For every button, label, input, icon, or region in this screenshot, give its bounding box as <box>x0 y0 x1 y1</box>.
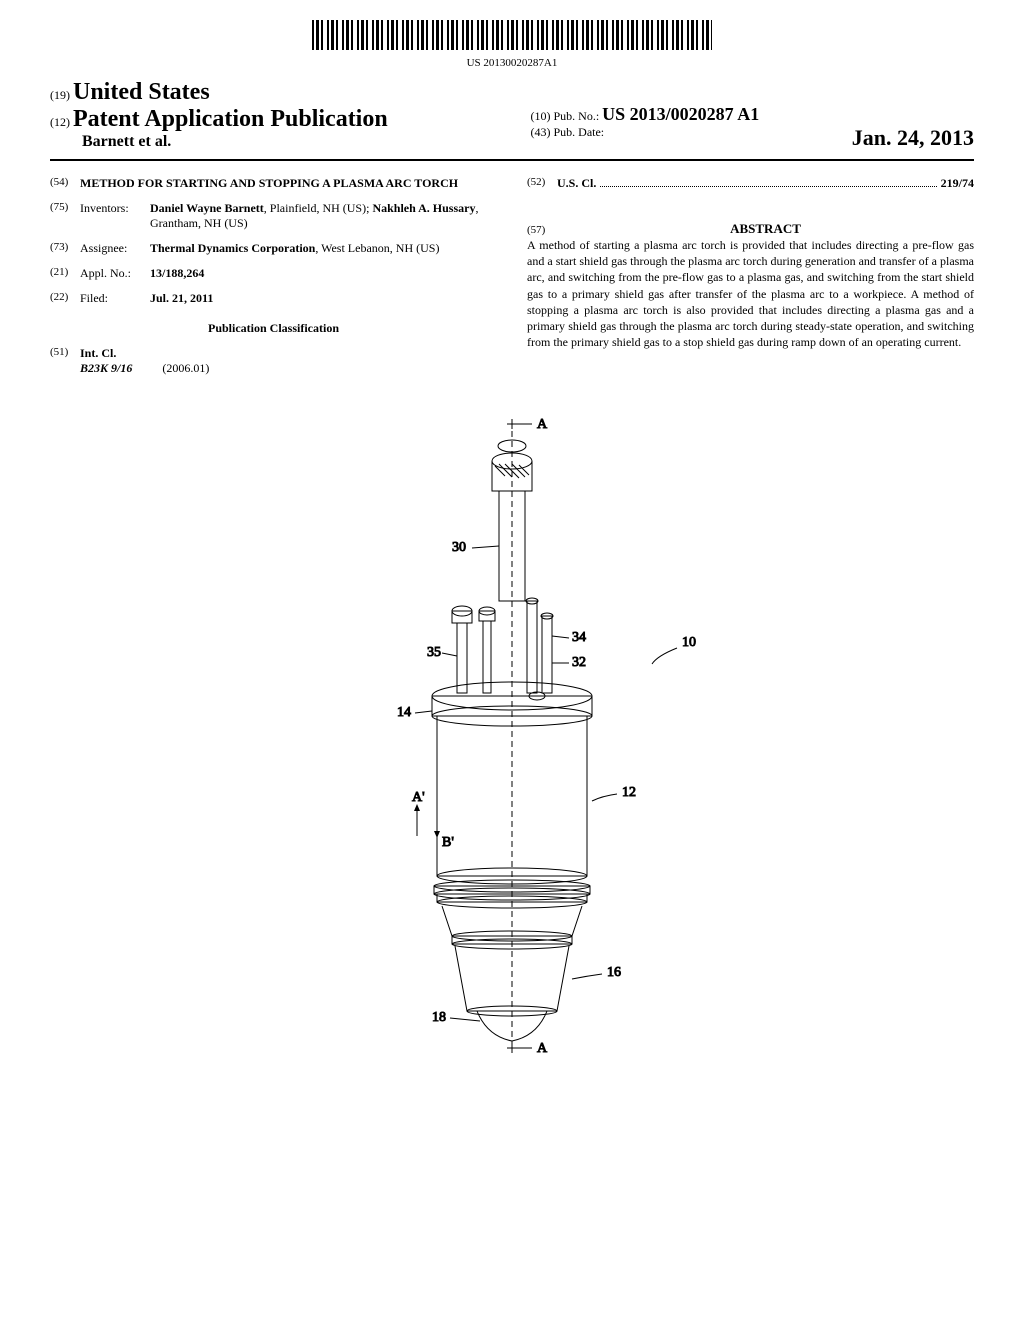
label-35: 35 <box>427 645 441 660</box>
appl-field: (21) Appl. No.: 13/188,264 <box>50 266 497 281</box>
intcl-num: (51) <box>50 346 80 376</box>
torch-drawing: A 30 35 <box>237 416 787 1056</box>
abstract-heading: ABSTRACT <box>557 221 974 237</box>
label-A-top: A <box>537 417 548 432</box>
document-header: (19) United States (12) Patent Applicati… <box>50 79 974 151</box>
label-12: 12 <box>622 785 636 800</box>
content-columns: (54) METHOD FOR STARTING AND STOPPING A … <box>50 176 974 386</box>
assignee-num: (73) <box>50 241 80 256</box>
filed-field: (22) Filed: Jul. 21, 2011 <box>50 291 497 306</box>
pub-date-line: (43) Pub. Date: Jan. 24, 2013 <box>530 125 974 140</box>
barcode-area: US 20130020287A1 <box>50 20 974 69</box>
label-B-prime: B' <box>442 835 454 850</box>
filed-num: (22) <box>50 291 80 306</box>
inventors-value: Daniel Wayne Barnett, Plainfield, NH (US… <box>150 201 497 231</box>
left-column: (54) METHOD FOR STARTING AND STOPPING A … <box>50 176 497 386</box>
intcl-label: Int. Cl. <box>80 346 497 361</box>
appl-label: Appl. No.: <box>80 266 150 281</box>
pub-no-prefix: (10) <box>530 109 550 123</box>
assignee-field: (73) Assignee: Thermal Dynamics Corporat… <box>50 241 497 256</box>
header-left: (19) United States (12) Patent Applicati… <box>50 79 494 151</box>
label-10: 10 <box>682 635 696 650</box>
assignee-name: Thermal Dynamics Corporation <box>150 241 315 255</box>
country-prefix: (19) <box>50 88 70 102</box>
label-34: 34 <box>572 630 586 645</box>
right-column: (52) U.S. Cl. 219/74 (57) ABSTRACT A met… <box>527 176 974 386</box>
pub-no-line: (10) Pub. No.: US 2013/0020287 A1 <box>530 104 974 125</box>
patent-figure: A 30 35 <box>50 416 974 1061</box>
header-right: (10) Pub. No.: US 2013/0020287 A1 (43) P… <box>530 104 974 151</box>
pub-no-value: US 2013/0020287 A1 <box>602 104 759 124</box>
uscl-value: 219/74 <box>941 176 974 191</box>
barcode-graphic <box>312 20 712 50</box>
pub-date-label: Pub. Date: <box>553 125 604 139</box>
uscl-dots <box>600 177 936 187</box>
filed-label: Filed: <box>80 291 150 306</box>
abstract-num: (57) <box>527 224 557 236</box>
pub-class-heading: Publication Classification <box>50 321 497 336</box>
label-32: 32 <box>572 655 586 670</box>
pub-date-prefix: (43) <box>530 125 550 139</box>
intcl-year: (2006.01) <box>162 361 209 375</box>
inventors-label: Inventors: <box>80 201 150 231</box>
authors-line: Barnett et al. <box>82 133 494 151</box>
uscl-field: (52) U.S. Cl. 219/74 <box>527 176 974 191</box>
appl-num: (21) <box>50 266 80 281</box>
filed-value: Jul. 21, 2011 <box>150 291 497 306</box>
pub-type-line: (12) Patent Application Publication <box>50 106 494 133</box>
pub-date-value: Jan. 24, 2013 <box>852 125 974 151</box>
title-text: METHOD FOR STARTING AND STOPPING A PLASM… <box>80 176 497 191</box>
intcl-value: Int. Cl. B23K 9/16 (2006.01) <box>80 346 497 376</box>
pub-no-label: Pub. No.: <box>553 109 599 123</box>
assignee-label: Assignee: <box>80 241 150 256</box>
label-16: 16 <box>607 965 621 980</box>
assignee-loc: , West Lebanon, NH (US) <box>315 241 439 255</box>
inventor1-loc: , Plainfield, NH (US); <box>264 201 373 215</box>
country-name: United States <box>73 79 210 105</box>
header-divider <box>50 159 974 161</box>
title-num: (54) <box>50 176 80 191</box>
appl-value: 13/188,264 <box>150 266 497 281</box>
pub-type: Patent Application Publication <box>73 106 388 132</box>
country-line: (19) United States <box>50 79 494 106</box>
label-A-prime: A' <box>412 790 425 805</box>
label-A-bottom: A <box>537 1041 548 1056</box>
label-18: 18 <box>432 1010 446 1025</box>
uscl-num: (52) <box>527 176 557 191</box>
uscl-value-row: U.S. Cl. 219/74 <box>557 176 974 191</box>
inventors-field: (75) Inventors: Daniel Wayne Barnett, Pl… <box>50 201 497 231</box>
title-field: (54) METHOD FOR STARTING AND STOPPING A … <box>50 176 497 191</box>
inventor1-name: Daniel Wayne Barnett <box>150 201 264 215</box>
intcl-field: (51) Int. Cl. B23K 9/16 (2006.01) <box>50 346 497 376</box>
label-14: 14 <box>397 705 411 720</box>
barcode-number: US 20130020287A1 <box>50 57 974 69</box>
intcl-code: B23K 9/16 <box>80 361 132 375</box>
assignee-value: Thermal Dynamics Corporation, West Leban… <box>150 241 497 256</box>
inventors-num: (75) <box>50 201 80 231</box>
uscl-label: U.S. Cl. <box>557 176 596 191</box>
label-30: 30 <box>452 540 466 555</box>
pub-type-prefix: (12) <box>50 115 70 129</box>
abstract-text: A method of starting a plasma arc torch … <box>527 237 974 350</box>
inventor2-name: Nakhleh A. Hussary <box>372 201 475 215</box>
